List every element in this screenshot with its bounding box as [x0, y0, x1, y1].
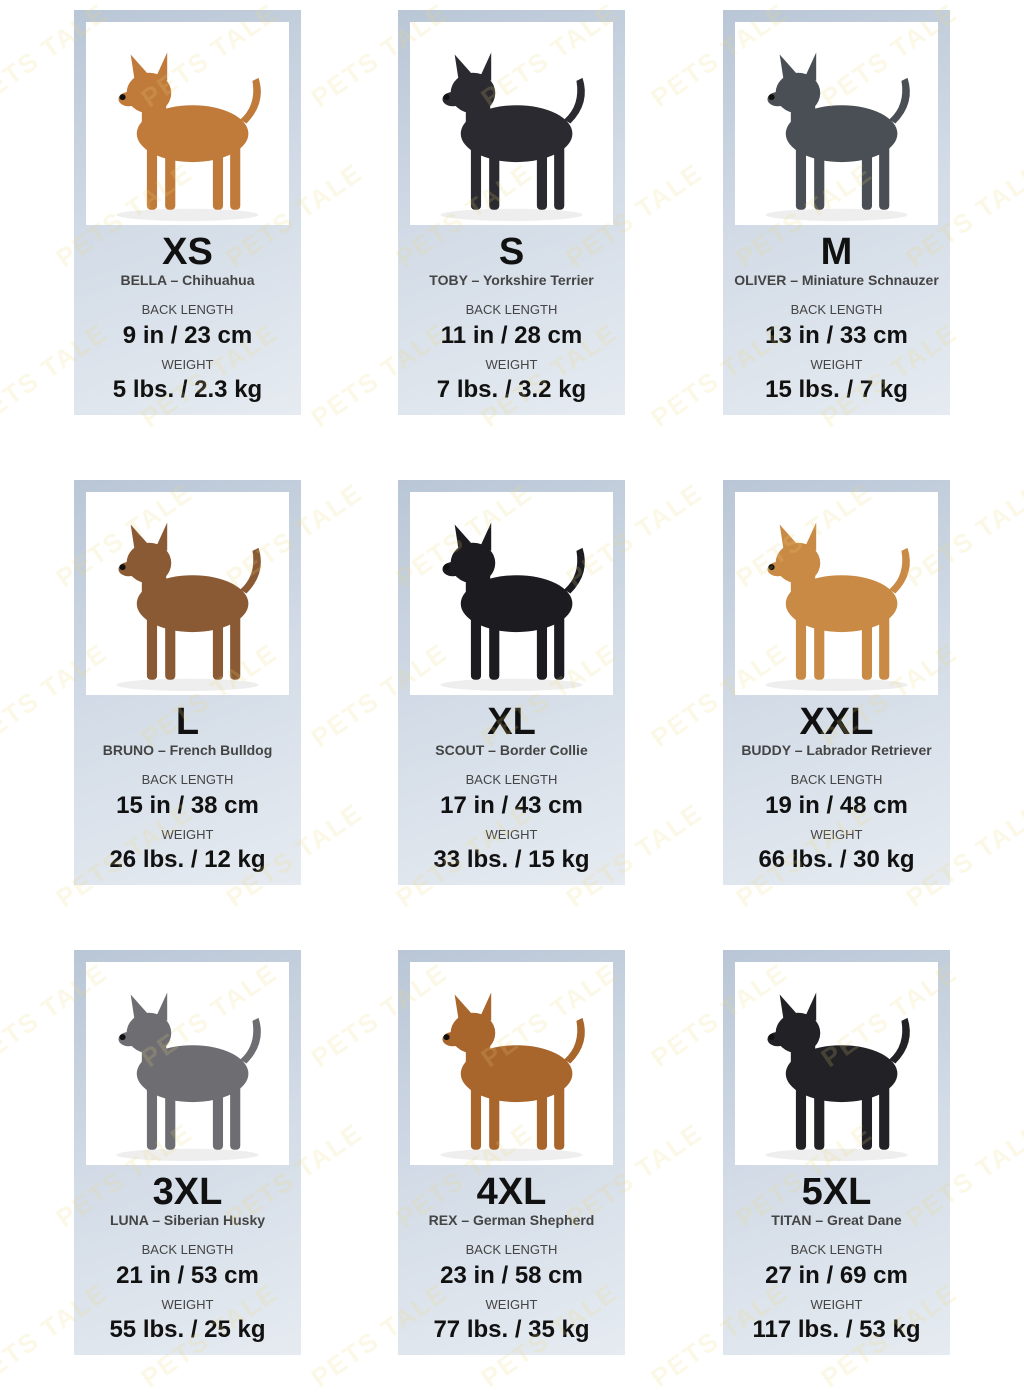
size-card-m: M OLIVER – Miniature Schnauzer BACK LENG…: [723, 10, 950, 415]
back-length-label: BACK LENGTH: [141, 772, 234, 787]
weight-label: WEIGHT: [161, 1297, 214, 1312]
german-shepherd-photo: [410, 962, 613, 1165]
back-length-label: BACK LENGTH: [465, 772, 558, 787]
back-length-value: 13 in / 33 cm: [765, 322, 908, 349]
size-card-xs: XS BELLA – Chihuahua BACK LENGTH 9 in / …: [74, 10, 301, 415]
size-label: XXL: [799, 701, 874, 743]
dog-name: TITAN – Great Dane: [771, 1212, 902, 1228]
size-card-xl: XL SCOUT – Border Collie BACK LENGTH 17 …: [398, 480, 625, 885]
weight-value: 26 lbs. / 12 kg: [109, 846, 266, 873]
chihuahua-photo: [86, 22, 289, 225]
size-label: 5XL: [801, 1171, 872, 1213]
size-label: XL: [487, 701, 536, 743]
size-label: M: [820, 231, 853, 273]
weight-value: 15 lbs. / 7 kg: [765, 376, 908, 403]
back-length-value: 23 in / 58 cm: [440, 1262, 583, 1289]
great-dane-photo: [735, 962, 938, 1165]
labrador-photo: [735, 492, 938, 695]
back-length-value: 15 in / 38 cm: [116, 792, 259, 819]
schnauzer-photo: [735, 22, 938, 225]
weight-value: 33 lbs. / 15 kg: [433, 846, 590, 873]
dog-name: OLIVER – Miniature Schnauzer: [734, 272, 939, 288]
back-length-label: BACK LENGTH: [465, 302, 558, 317]
back-length-label: BACK LENGTH: [141, 302, 234, 317]
size-label: 4XL: [476, 1171, 547, 1213]
size-label: S: [498, 231, 525, 273]
size-label: 3XL: [152, 1171, 223, 1213]
back-length-value: 17 in / 43 cm: [440, 792, 583, 819]
weight-label: WEIGHT: [810, 827, 863, 842]
weight-value: 5 lbs. / 2.3 kg: [112, 376, 263, 403]
back-length-label: BACK LENGTH: [790, 302, 883, 317]
size-card-5xl: 5XL TITAN – Great Dane BACK LENGTH 27 in…: [723, 950, 950, 1355]
yorkshire-terrier-photo: [410, 22, 613, 225]
back-length-value: 11 in / 28 cm: [440, 322, 583, 349]
back-length-value: 9 in / 23 cm: [122, 322, 253, 349]
size-card-3xl: 3XL LUNA – Siberian Husky BACK LENGTH 21…: [74, 950, 301, 1355]
french-bulldog-photo: [86, 492, 289, 695]
weight-label: WEIGHT: [161, 827, 214, 842]
back-length-value: 27 in / 69 cm: [765, 1262, 908, 1289]
dog-name: LUNA – Siberian Husky: [109, 1212, 266, 1228]
dog-name: BELLA – Chihuahua: [120, 272, 255, 288]
back-length-label: BACK LENGTH: [790, 772, 883, 787]
weight-label: WEIGHT: [485, 1297, 538, 1312]
weight-value: 77 lbs. / 35 kg: [433, 1316, 590, 1343]
husky-photo: [86, 962, 289, 1165]
weight-value: 7 lbs. / 3.2 kg: [436, 376, 587, 403]
size-card-xxl: XXL BUDDY – Labrador Retriever BACK LENG…: [723, 480, 950, 885]
size-card-l: L BRUNO – French Bulldog BACK LENGTH 15 …: [74, 480, 301, 885]
back-length-value: 19 in / 48 cm: [765, 792, 908, 819]
weight-label: WEIGHT: [810, 1297, 863, 1312]
back-length-label: BACK LENGTH: [790, 1242, 883, 1257]
size-card-s: S TOBY – Yorkshire Terrier BACK LENGTH 1…: [398, 10, 625, 415]
size-card-4xl: 4XL REX – German Shepherd BACK LENGTH 23…: [398, 950, 625, 1355]
back-length-value: 21 in / 53 cm: [116, 1262, 259, 1289]
size-label: XS: [162, 231, 213, 273]
dog-name: SCOUT – Border Collie: [435, 742, 588, 758]
back-length-label: BACK LENGTH: [141, 1242, 234, 1257]
weight-value: 55 lbs. / 25 kg: [109, 1316, 266, 1343]
dog-name: TOBY – Yorkshire Terrier: [429, 272, 594, 288]
border-collie-photo: [410, 492, 613, 695]
dog-name: REX – German Shepherd: [428, 1212, 595, 1228]
dog-name: BUDDY – Labrador Retriever: [741, 742, 932, 758]
weight-label: WEIGHT: [485, 357, 538, 372]
weight-label: WEIGHT: [810, 357, 863, 372]
weight-value: 66 lbs. / 30 kg: [758, 846, 915, 873]
back-length-label: BACK LENGTH: [465, 1242, 558, 1257]
size-label: L: [175, 701, 200, 743]
dog-name: BRUNO – French Bulldog: [102, 742, 273, 758]
weight-value: 117 lbs. / 53 kg: [752, 1316, 921, 1343]
weight-label: WEIGHT: [161, 357, 214, 372]
weight-label: WEIGHT: [485, 827, 538, 842]
